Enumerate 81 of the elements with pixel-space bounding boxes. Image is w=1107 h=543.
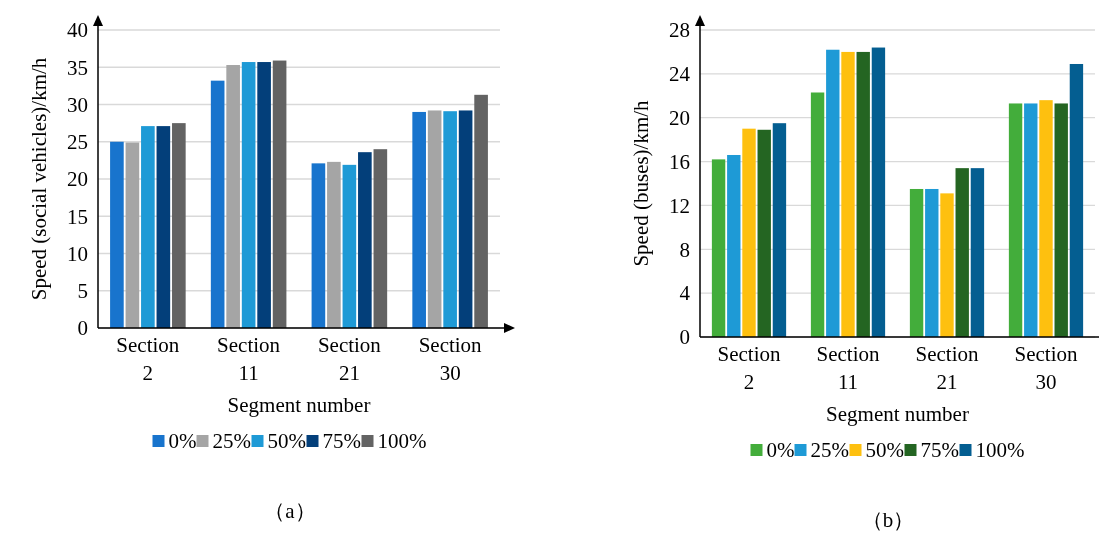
legend-label: 25% xyxy=(212,429,251,453)
bar xyxy=(810,92,825,337)
x-tick-label: Section 30 xyxy=(418,333,483,385)
bar xyxy=(241,62,256,328)
bar xyxy=(1069,63,1084,337)
y-tick-label: 28 xyxy=(669,18,690,43)
x-tick-label: Section 11 xyxy=(217,333,281,385)
y-tick-label: 12 xyxy=(669,193,690,218)
bar xyxy=(742,128,756,337)
bar xyxy=(826,49,840,337)
bar xyxy=(970,168,985,337)
bar xyxy=(474,94,488,328)
legend-label: 100% xyxy=(377,429,427,453)
y-tick-label: 0 xyxy=(77,316,88,341)
bar xyxy=(940,193,954,337)
y-tick-label: 25 xyxy=(67,130,88,155)
bar xyxy=(327,161,341,328)
bar xyxy=(172,123,186,328)
bar xyxy=(1054,103,1068,337)
bar xyxy=(757,129,771,337)
legend-label: 50% xyxy=(865,438,904,462)
x-tick-label: Section 11 xyxy=(816,342,880,394)
bar xyxy=(156,126,171,328)
y-tick-label: 20 xyxy=(67,167,88,192)
text: （b） xyxy=(861,508,915,532)
bar xyxy=(711,159,726,337)
bar xyxy=(1024,103,1038,337)
y-tick-label: 0 xyxy=(679,325,690,350)
bar xyxy=(871,47,886,337)
bar xyxy=(443,111,457,328)
x-axis-title: Segment number xyxy=(227,393,371,417)
bar xyxy=(925,188,939,337)
x-tick-label: Section 21 xyxy=(915,342,979,394)
y-tick-label: 15 xyxy=(67,204,88,229)
bar xyxy=(1008,103,1023,337)
y-axis-title: Speed (buses)/km/h xyxy=(629,99,653,267)
y-tick-label: 24 xyxy=(669,62,691,87)
bar xyxy=(955,168,969,337)
bar xyxy=(772,123,787,337)
bar xyxy=(210,80,225,328)
x-tick-label: Section 2 xyxy=(717,342,781,394)
legend-label: 100% xyxy=(975,438,1025,462)
y-tick-label: 5 xyxy=(77,279,88,304)
y-tick-label: 40 xyxy=(67,18,88,43)
y-tick-label: 35 xyxy=(67,55,88,80)
x-tick-label: Section 2 xyxy=(116,333,180,385)
bar xyxy=(141,126,155,328)
legend-label: 25% xyxy=(810,438,849,462)
bar xyxy=(110,141,124,328)
bar xyxy=(358,152,372,328)
bar xyxy=(1039,100,1053,337)
x-tick-label: Section 30 xyxy=(1014,342,1078,394)
bar xyxy=(841,51,855,337)
text: （a） xyxy=(264,499,316,523)
y-tick-label: 4 xyxy=(679,281,691,306)
y-axis-title: Speed (social vehicles)/km/h xyxy=(27,57,51,301)
legend-label: 50% xyxy=(267,429,306,453)
bar xyxy=(727,154,741,337)
legend-label: 75% xyxy=(920,438,959,462)
legend-label: 0% xyxy=(168,429,197,453)
bar xyxy=(909,188,924,337)
bar xyxy=(125,142,140,328)
bar xyxy=(226,65,240,328)
y-tick-label: 10 xyxy=(67,241,88,266)
x-axis-title: Segment number xyxy=(826,402,969,426)
y-tick-label: 16 xyxy=(669,149,690,174)
bar xyxy=(373,149,388,328)
y-tick-label: 8 xyxy=(679,237,690,262)
y-tick-label: 20 xyxy=(669,106,690,131)
bar xyxy=(342,164,357,328)
bar xyxy=(427,110,442,328)
x-tick-label: Section 21 xyxy=(317,333,382,385)
bar xyxy=(412,111,426,328)
bar xyxy=(272,60,287,328)
bar xyxy=(458,110,473,328)
y-tick-label: 30 xyxy=(67,92,88,117)
legend-label: 75% xyxy=(322,429,361,453)
bar xyxy=(856,51,870,337)
legend-label: 0% xyxy=(766,438,795,462)
bar xyxy=(257,62,271,328)
bar xyxy=(311,163,326,328)
